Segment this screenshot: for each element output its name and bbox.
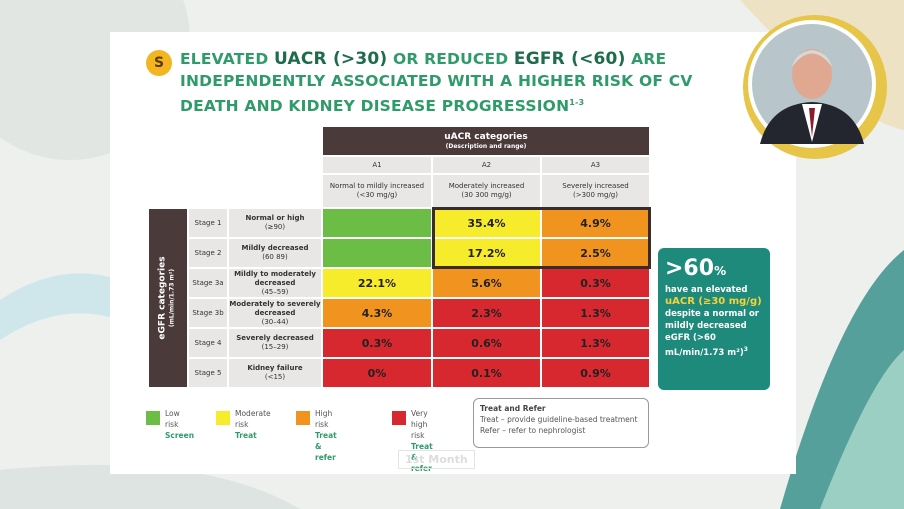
treat-refer-box: Treat and Refer Treat – provide guidelin… [473,398,649,448]
legend-label: Low risk Screen [165,408,194,441]
column-code: A1 [322,156,432,174]
row-description: Mildly to moderately decreased (45–59) [228,268,322,298]
box-title: Treat and Refer [480,404,546,413]
risk-cell: 0.3% [541,268,650,298]
row-description: Mildly decreased (60 89) [228,238,322,268]
row-stage: Stage 3b [188,298,228,328]
speaker-photo [743,15,887,159]
column-desc-text: Severely increased [562,182,629,190]
legend-swatch [392,411,406,425]
column-header-title: uACR categories [444,131,528,142]
row-range: (45–59) [261,287,289,296]
legend-risk: Moderate risk [235,409,271,429]
row-header-rotated: eGFR categories (mL/min/1.73 m²) [158,256,178,339]
column-description: Severely increased (>300 mg/g) [541,174,650,208]
title-reference: 1-3 [569,98,585,107]
row-range: (<15) [264,373,286,381]
risk-cell [322,208,432,238]
risk-cell: 2.3% [432,298,541,328]
legend-action: Treat [235,431,257,440]
row-range: (≥90) [264,223,286,231]
risk-cell: 4.3% [322,298,432,328]
column-code: A3 [541,156,650,174]
column-description: Moderately increased (30 300 mg/g) [432,174,541,208]
row-range: (30–44) [261,317,289,326]
title-text: ARE INDEPENDENTLY ASSOCIATED WITH A HIGH… [180,50,693,116]
row-range: (60 89) [262,253,288,261]
risk-cell: 1.3% [541,298,650,328]
section-badge: S [146,50,172,76]
row-header-subtitle: (mL/min/1.73 m²) [169,268,177,328]
row-desc-text: Mildly decreased [241,244,309,252]
row-desc-text: Normal or high [245,214,305,222]
box-line: Treat – provide guideline-based treatmen… [480,415,638,424]
column-range: (30 300 mg/g) [461,191,512,199]
callout-headline: >60% [665,256,727,281]
row-desc-text: Kidney failure [247,364,303,372]
slide-title: ELEVATED UACR (>30) OR REDUCED EGFR (<60… [180,48,740,117]
row-stage: Stage 1 [188,208,228,238]
row-description: Moderately to severely decreased (30–44) [228,298,322,328]
row-stage: Stage 2 [188,238,228,268]
legend-action: Screen [165,431,195,440]
legend-swatch [216,411,230,425]
risk-cell: 2.5% [541,238,650,268]
risk-cell: 5.6% [432,268,541,298]
row-desc-text: Severely decreased [236,334,314,342]
legend-action: Treat & refer [315,431,337,462]
risk-cell: 4.9% [541,208,650,238]
legend-risk: Very high risk [411,409,428,440]
row-desc-text: Moderately to severely decreased [229,299,321,317]
watermark: 1st Month [398,450,475,469]
risk-cell: 0% [322,358,432,388]
box-line: Refer – refer to nephrologist [480,426,586,435]
row-range: (15–29) [261,343,289,351]
title-text: ELEVATED [180,50,275,68]
title-text: OR REDUCED [387,50,514,68]
risk-cell: 0.9% [541,358,650,388]
legend-label: Moderate risk Treat [235,408,271,441]
column-code: A2 [432,156,541,174]
column-range: (<30 mg/g) [356,191,398,199]
legend-swatch [146,411,160,425]
callout-highlight: uACR (≥30 mg/g) [665,296,762,307]
row-description: Kidney failure (<15) [228,358,322,388]
risk-cell: 22.1% [322,268,432,298]
risk-cell: 0.6% [432,328,541,358]
row-header: eGFR categories (mL/min/1.73 m²) [148,208,188,388]
callout-text: have an elevated [665,285,748,295]
callout: >60% have an elevated uACR (≥30 mg/g) de… [658,248,770,390]
title-emphasis: EGFR (<60) [513,49,626,69]
row-header-title: eGFR categories [158,256,169,340]
row-description: Normal or high (≥90) [228,208,322,238]
legend-risk: High risk [315,409,333,429]
title-emphasis: UACR (>30) [274,49,388,69]
risk-cell: 0.3% [322,328,432,358]
legend-risk: Low risk [165,409,180,429]
legend-label: High risk Treat & refer [315,408,337,463]
column-header-subtitle: (Description and range) [445,142,527,150]
risk-cell: 0.1% [432,358,541,388]
column-description: Normal to mildly increased (<30 mg/g) [322,174,432,208]
row-desc-text: Mildly to moderately decreased [234,269,316,287]
row-stage: Stage 4 [188,328,228,358]
callout-text: despite a normal or mildly decreased eGF… [665,309,759,358]
row-description: Severely decreased (15–29) [228,328,322,358]
risk-cell [322,238,432,268]
column-header: uACR categories (Description and range) [322,126,650,156]
highlight-box [432,207,651,269]
column-range: (>300 mg/g) [573,191,618,199]
legend-swatch [296,411,310,425]
column-desc-text: Moderately increased [448,182,525,190]
risk-cell: 17.2% [432,238,541,268]
row-stage: Stage 5 [188,358,228,388]
risk-cell: 1.3% [541,328,650,358]
row-stage: Stage 3a [188,268,228,298]
column-desc-text: Normal to mildly increased [329,182,425,190]
